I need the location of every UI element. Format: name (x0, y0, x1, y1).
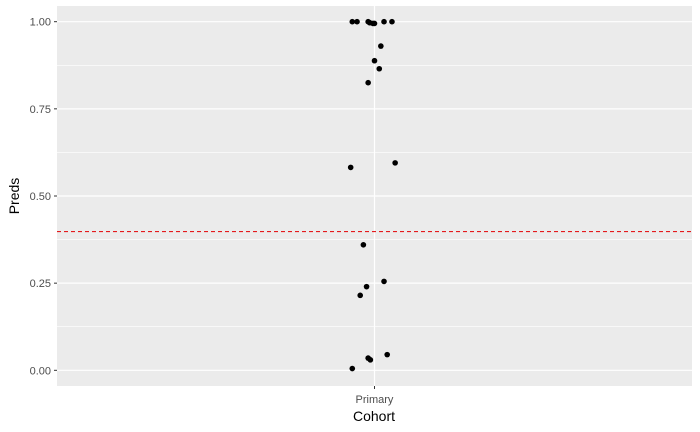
data-point (371, 20, 378, 27)
x-axis-title: Cohort (353, 408, 395, 424)
y-tick-label: 0.00 (30, 365, 51, 377)
data-point (349, 18, 356, 25)
y-tick-label: 0.75 (30, 104, 51, 116)
data-point (365, 79, 371, 86)
data-point (349, 365, 356, 372)
data-point (392, 160, 398, 166)
data-point (389, 18, 395, 25)
data-point (363, 283, 370, 290)
data-point (347, 164, 354, 171)
data-point (378, 43, 384, 49)
data-point (371, 57, 378, 64)
major-gridlines (57, 6, 692, 386)
data-point (376, 65, 383, 72)
y-axis-title: Preds (6, 178, 22, 215)
y-tick-label: 0.25 (30, 278, 51, 290)
x-axis-ticks: Primary (356, 386, 394, 406)
y-tick-label: 0.50 (30, 191, 51, 203)
y-tick-label: 1.00 (30, 17, 51, 29)
data-point (367, 357, 374, 363)
data-point (360, 242, 367, 248)
data-point (354, 18, 360, 25)
y-axis-ticks: 0.00 0.25 0.50 0.75 1.00 (30, 17, 57, 377)
data-point (381, 18, 387, 25)
data-point (381, 278, 387, 285)
x-tick-label: Primary (356, 394, 394, 406)
data-point (384, 351, 391, 358)
data-point (357, 292, 364, 299)
data-points (347, 18, 398, 372)
